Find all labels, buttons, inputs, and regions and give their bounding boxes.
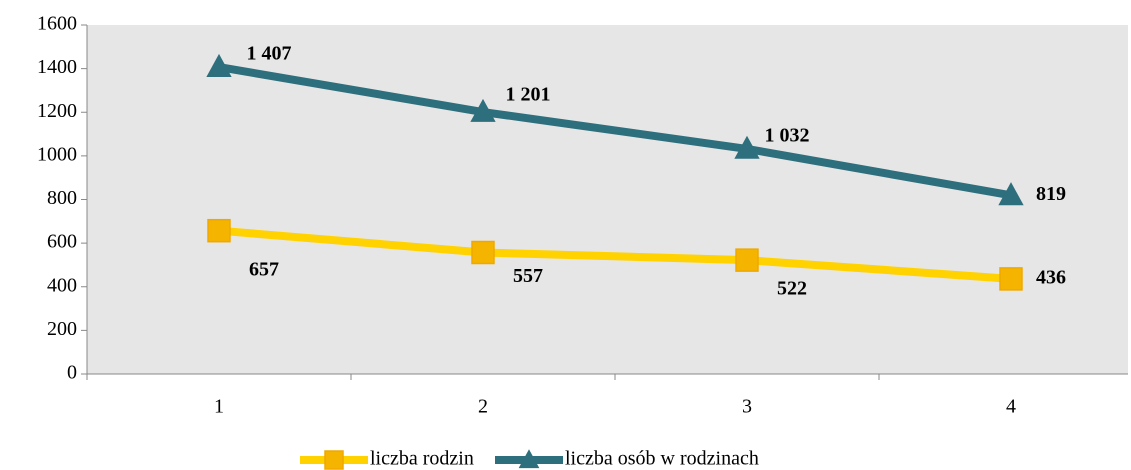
legend-label: liczba rodzin	[370, 448, 474, 470]
data-label: 1 201	[506, 84, 551, 106]
x-tick-label: 1	[214, 396, 224, 418]
data-label: 522	[777, 278, 807, 300]
marker	[471, 240, 495, 265]
legend-marker	[518, 449, 540, 469]
y-tick-label: 600	[47, 231, 77, 253]
marker	[207, 218, 231, 243]
marker	[998, 182, 1024, 206]
data-label: 1 032	[765, 124, 810, 146]
y-tick-label: 1200	[37, 100, 77, 122]
y-tick-label: 200	[47, 318, 77, 340]
y-tick-label: 1400	[37, 56, 77, 78]
x-tick-label: 2	[478, 396, 488, 418]
y-tick-label: 1600	[37, 13, 77, 35]
legend-marker	[324, 450, 344, 470]
legend-label: liczba osób w rodzinach	[565, 448, 759, 470]
marker	[999, 267, 1023, 291]
series-line	[218, 226, 1012, 283]
x-tick-label: 4	[1006, 396, 1016, 418]
data-label: 436	[1036, 266, 1066, 288]
series-line	[218, 63, 1012, 200]
y-tick-label: 0	[67, 362, 77, 384]
y-tick-label: 800	[47, 187, 77, 209]
marker	[470, 98, 496, 122]
data-label: 657	[249, 258, 279, 280]
data-label: 1 407	[247, 43, 292, 65]
x-tick-label: 3	[742, 396, 752, 418]
y-tick-label: 1000	[37, 143, 77, 165]
marker	[734, 135, 760, 159]
data-label: 819	[1036, 183, 1066, 205]
marker	[735, 248, 759, 272]
plot-area	[87, 25, 1128, 374]
data-label: 557	[513, 265, 543, 287]
marker	[206, 53, 232, 77]
y-tick-label: 400	[47, 274, 77, 296]
